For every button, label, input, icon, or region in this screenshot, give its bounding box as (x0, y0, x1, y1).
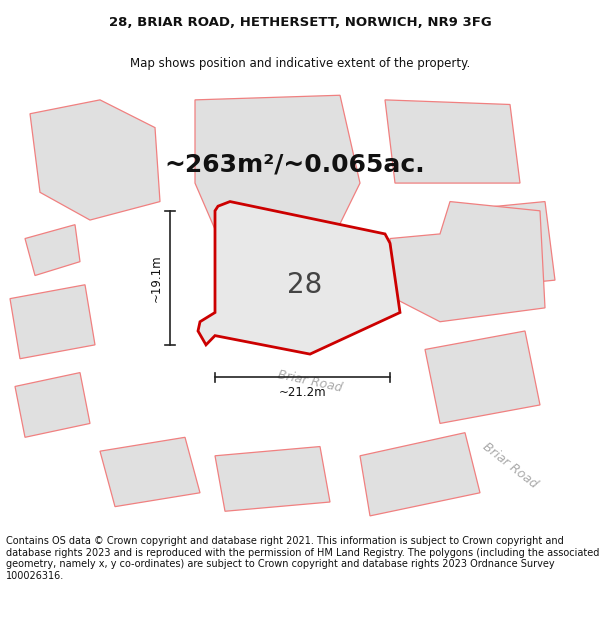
Polygon shape (198, 201, 400, 354)
Polygon shape (385, 100, 520, 183)
Text: ~21.2m: ~21.2m (278, 386, 326, 399)
Text: Contains OS data © Crown copyright and database right 2021. This information is : Contains OS data © Crown copyright and d… (6, 536, 599, 581)
Text: Briar Road: Briar Road (480, 439, 540, 491)
Text: ~19.1m: ~19.1m (149, 254, 163, 302)
Polygon shape (390, 201, 545, 322)
Text: Map shows position and indicative extent of the property.: Map shows position and indicative extent… (130, 57, 470, 70)
Polygon shape (195, 95, 360, 234)
Text: 28: 28 (287, 271, 323, 299)
Polygon shape (425, 331, 540, 424)
Polygon shape (360, 432, 480, 516)
Polygon shape (30, 100, 160, 220)
Polygon shape (100, 438, 200, 507)
Text: Briar Road: Briar Road (277, 369, 344, 395)
Polygon shape (25, 224, 80, 276)
Polygon shape (450, 201, 555, 289)
Text: ~263m²/~0.065ac.: ~263m²/~0.065ac. (164, 152, 425, 177)
Polygon shape (15, 372, 90, 438)
Polygon shape (10, 285, 95, 359)
Polygon shape (215, 446, 330, 511)
Text: 28, BRIAR ROAD, HETHERSETT, NORWICH, NR9 3FG: 28, BRIAR ROAD, HETHERSETT, NORWICH, NR9… (109, 16, 491, 29)
